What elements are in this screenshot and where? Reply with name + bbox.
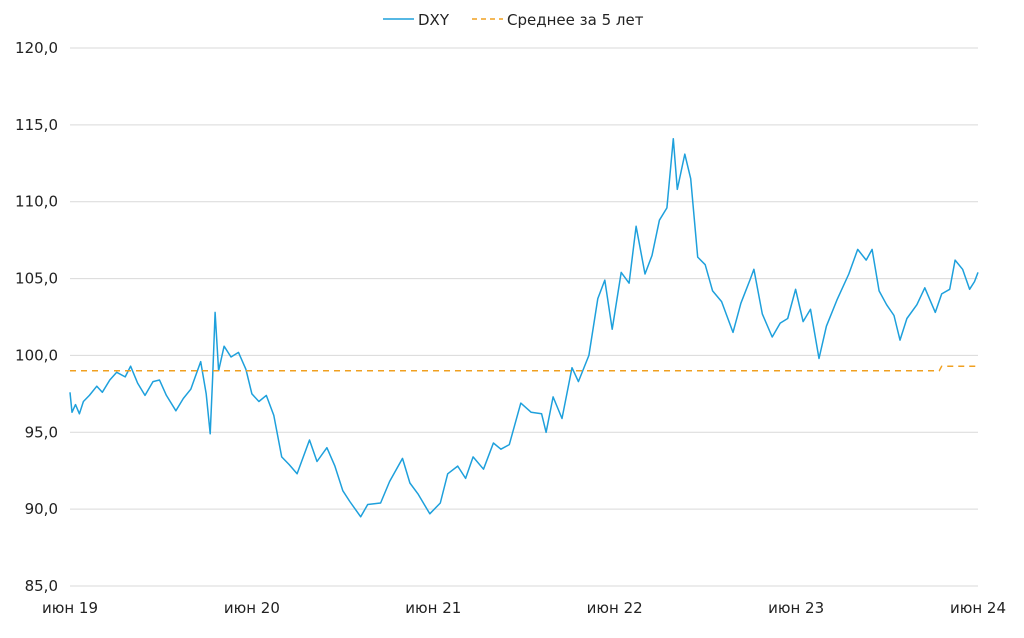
x-tick-label: июн 20 [224, 599, 280, 617]
series-line-average [70, 365, 978, 372]
x-tick-label: июн 24 [950, 599, 1006, 617]
y-tick-label: 90,0 [25, 500, 58, 518]
y-tick-label: 120,0 [15, 39, 58, 57]
series-group [69, 137, 979, 518]
x-tick-label: июн 19 [42, 599, 98, 617]
series-line-dxy [69, 137, 979, 518]
y-axis-ticks: 85,0 90,0 95,0 100,0 105,0 110,0 115,0 120,0 [15, 39, 58, 595]
y-tick-label: 100,0 [15, 346, 58, 364]
y-tick-label: 115,0 [15, 116, 58, 134]
legend-label-average: Среднее за 5 лет [507, 11, 644, 29]
x-axis-ticks: июн 19 июн 20 июн 21 июн 22 июн 23 июн 24 [42, 599, 1006, 617]
y-tick-label: 105,0 [15, 270, 58, 288]
legend-label-dxy: DXY [418, 11, 450, 29]
grid-lines [70, 47, 978, 587]
x-tick-label: июн 23 [768, 599, 824, 617]
y-tick-label: 110,0 [15, 193, 58, 211]
x-tick-label: июн 21 [405, 599, 461, 617]
y-tick-label: 95,0 [25, 423, 58, 441]
legend: DXY Среднее за 5 лет [383, 11, 644, 29]
y-tick-label: 85,0 [25, 577, 58, 595]
x-tick-label: июн 22 [587, 599, 643, 617]
